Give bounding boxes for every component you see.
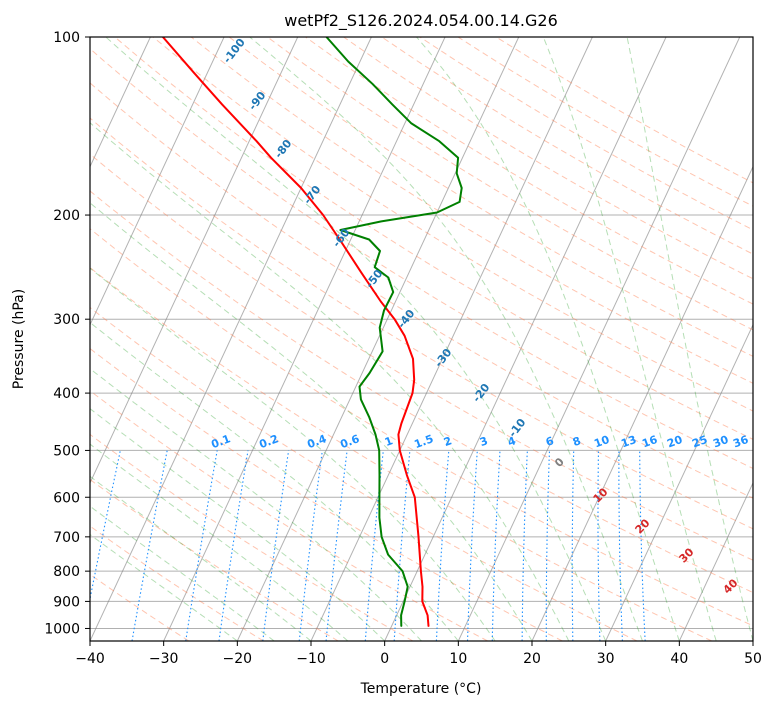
y-axis-label: Pressure (hPa) xyxy=(11,289,27,389)
mixing-ratio-label: 2 xyxy=(442,434,454,449)
isotherm-0 xyxy=(384,37,667,641)
y-axis: 100 200 300 400 500 600 700 800 900 1000 xyxy=(44,30,90,637)
dry-adiabat xyxy=(90,390,488,641)
chart-title: wetPf2_S126.2024.054.00.14.G26 xyxy=(284,11,558,31)
mixing-ratio-line xyxy=(298,450,323,641)
mixing-ratio-label: 13 xyxy=(619,433,638,450)
x-tick-label: 30 xyxy=(597,651,615,667)
isotherm-20 xyxy=(531,165,753,641)
mixing-ratio-label: 10 xyxy=(592,433,611,451)
y-tick-label: 800 xyxy=(53,564,80,580)
moist-adiabat xyxy=(90,505,275,641)
x-axis: −40 −30 −20 −10 0 10 20 30 40 50 xyxy=(75,641,762,667)
mixing-ratio-label: 4 xyxy=(506,434,518,449)
temperature-profile xyxy=(161,37,430,627)
dry-adiabat xyxy=(90,117,753,530)
isotherm-10 xyxy=(457,37,741,641)
x-tick-label: −10 xyxy=(296,651,326,667)
x-tick-label: 50 xyxy=(744,651,762,667)
y-tick-label: 600 xyxy=(53,490,80,506)
mixing-ratio-label: 3 xyxy=(478,434,490,449)
x-tick-label: −40 xyxy=(75,651,105,667)
x-tick-label: −20 xyxy=(223,651,253,667)
mixing-ratio-label: 8 xyxy=(571,434,583,449)
mixing-ratio-line xyxy=(185,450,218,641)
series-layer xyxy=(161,37,463,627)
isotherm--70 xyxy=(90,37,151,168)
mixing-ratio-label: 0.6 xyxy=(338,432,361,451)
dewpoint-profile xyxy=(325,37,463,627)
mixing-ratio-label: 36 xyxy=(731,433,750,451)
moist-adiabat xyxy=(542,37,717,641)
isotherm--30 xyxy=(163,37,446,641)
mixing-ratio-label: 0.2 xyxy=(257,432,280,451)
mixing-ratio-label: 6 xyxy=(544,434,556,449)
y-tick-label: 100 xyxy=(53,30,80,46)
x-tick-label: 40 xyxy=(670,651,688,667)
dry-adiabat xyxy=(305,37,753,305)
mixing-ratio-label: 30 xyxy=(711,433,730,451)
y-tick-label: 700 xyxy=(53,530,80,546)
dry-adiabat xyxy=(90,347,563,641)
dry-adiabat xyxy=(90,266,712,641)
dry-adiabat xyxy=(90,82,753,499)
moist-adiabat xyxy=(90,122,570,641)
isotherm-40 xyxy=(678,481,753,641)
y-tick-label: 400 xyxy=(53,386,80,402)
isotherm--40 xyxy=(90,37,372,641)
mixing-ratio-label: 0.4 xyxy=(305,432,328,451)
isotherm--60 xyxy=(90,37,225,326)
moist-adiabat xyxy=(90,367,422,641)
y-tick-label: 900 xyxy=(53,594,80,610)
x-tick-label: 0 xyxy=(380,651,389,667)
mixing-ratio-label: 16 xyxy=(640,433,659,451)
x-tick-label: 20 xyxy=(523,651,541,667)
moist-adiabat xyxy=(90,267,496,641)
isotherm--50 xyxy=(90,37,299,485)
mixing-ratio-label: 1 xyxy=(383,434,395,449)
moist-adiabat xyxy=(249,37,643,641)
mixing-ratio-line xyxy=(325,450,348,641)
moist-adiabat xyxy=(416,37,680,641)
plot-frame xyxy=(89,36,754,642)
moist-adiabat xyxy=(90,533,238,641)
mixing-ratio-label: 20 xyxy=(665,433,684,451)
x-axis-label: Temperature (°C) xyxy=(360,681,482,697)
isotherm--10 xyxy=(310,37,593,641)
dry-adiabat xyxy=(190,37,753,384)
x-tick-label: 10 xyxy=(449,651,467,667)
isotherm--20 xyxy=(236,37,520,641)
moist-adiabat xyxy=(90,202,533,641)
dry-adiabat xyxy=(90,306,638,641)
isotherm-30 xyxy=(605,323,753,641)
dry-adiabat xyxy=(90,478,339,641)
mixing-ratio-line xyxy=(218,450,249,641)
x-tick-label: −30 xyxy=(149,651,179,667)
mixing-ratio-label: 1.5 xyxy=(412,432,435,451)
dry-adiabat xyxy=(90,433,414,641)
y-tick-label: 200 xyxy=(53,208,80,224)
mixing-ratio-label: 0.1 xyxy=(209,432,232,451)
moist-adiabat xyxy=(90,443,349,641)
mixing-ratio-line xyxy=(262,450,290,641)
y-tick-label: 500 xyxy=(53,443,80,459)
moist-adiabat xyxy=(626,37,753,641)
y-tick-label: 300 xyxy=(53,312,80,328)
moist-adiabat xyxy=(90,408,386,641)
y-tick-label: 1000 xyxy=(44,621,80,637)
mixing-ratio-label: 25 xyxy=(690,433,709,450)
dry-adiabat xyxy=(152,37,753,412)
dry-adiabat xyxy=(90,153,753,561)
